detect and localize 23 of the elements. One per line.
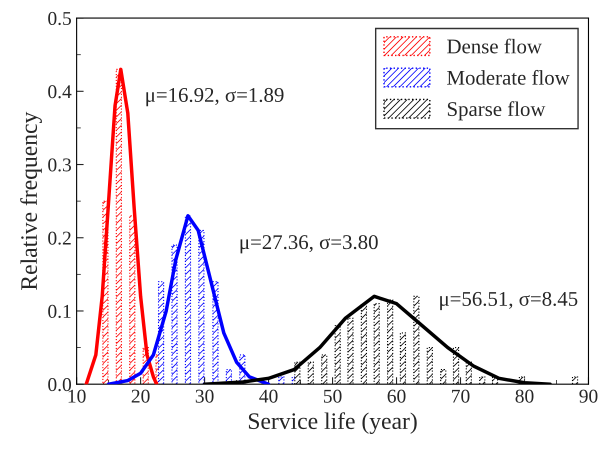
annotation: μ=56.51, σ=8.45	[440, 292, 578, 310]
x-tick-label: 60	[388, 390, 406, 403]
x-tick-label: 50	[324, 390, 342, 403]
legend-label: Dense flow	[447, 38, 542, 54]
legend-label: Sparse flow	[448, 101, 546, 120]
x-tick-label: 80	[516, 390, 534, 403]
y-tick-label: 0.2	[48, 232, 71, 245]
x-axis-title: Service life (year)	[248, 412, 417, 434]
y-tick-label: 0.0	[48, 378, 72, 392]
x-tick-label: 10	[68, 390, 86, 403]
legend-label: Moderate flow	[447, 70, 570, 85]
y-tick-label: 0.4	[48, 85, 72, 98]
x-tick-label: 30	[196, 390, 214, 403]
x-tick-label: 70	[452, 390, 470, 403]
annotation: μ=16.92, σ=1.89	[146, 88, 284, 106]
annotation: μ=27.36, σ=3.80	[240, 235, 378, 254]
x-tick-label: 20	[132, 390, 150, 403]
y-tick-label: 0.1	[48, 304, 71, 318]
x-tick-label: 90	[579, 390, 598, 403]
y-tick-label: 0.3	[48, 158, 72, 172]
x-tick-label: 40	[259, 390, 278, 403]
y-axis-title: Relative frequency	[20, 112, 42, 290]
y-tick-label: 0.5	[48, 12, 72, 26]
